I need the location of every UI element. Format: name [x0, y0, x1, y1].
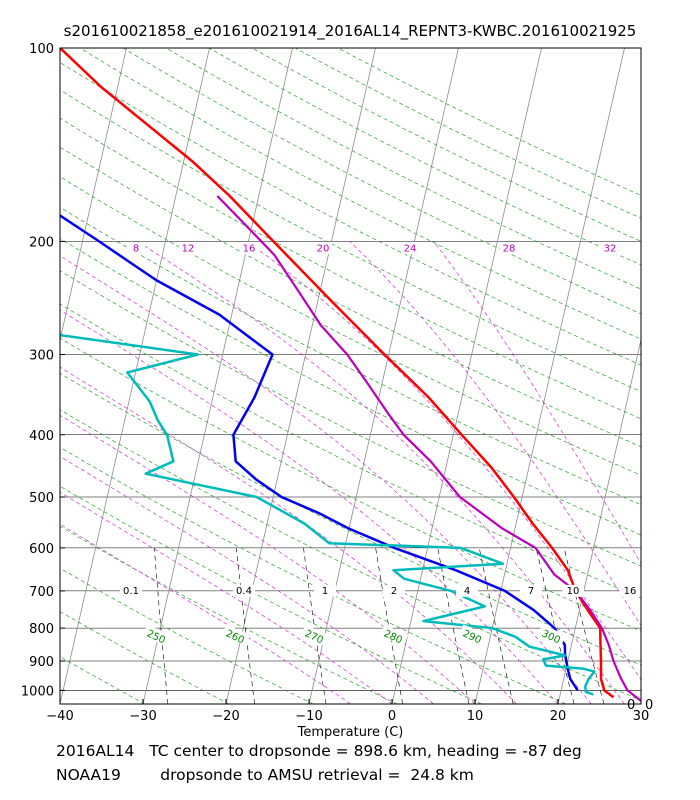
dry-adiabat-240 [60, 656, 145, 704]
isotherm--30 [142, 48, 293, 704]
y-tick-label-9: 1000 [21, 684, 54, 699]
moist-adiabat-label-2: 16 [243, 243, 256, 254]
mixing-ratio-7 [437, 547, 470, 704]
x-tick-label-6: 20 [550, 709, 567, 724]
series-3-line [216, 195, 641, 703]
x-tick-label-1: −30 [129, 709, 156, 724]
y-tick-label-3: 400 [29, 429, 54, 444]
x-tick-label-5: 10 [467, 709, 484, 724]
x-tick-label-4: 0 [388, 709, 396, 724]
mixing-ratio-10 [478, 547, 514, 704]
moist-adiabat-20 [60, 309, 559, 704]
dry-adiabat-400 [60, 89, 641, 393]
moist-adiabat-10 [60, 414, 476, 704]
moist-adiabat-label-6: 32 [604, 243, 617, 254]
moist-adiabat-32 [246, 241, 641, 681]
moist-adiabat-36 [349, 241, 641, 627]
x-tick-label-2: −20 [212, 709, 239, 724]
moist-adiabat-24 [60, 255, 592, 704]
corner-label-1: 0 [645, 698, 653, 713]
dry-adiabat-350 [60, 238, 641, 536]
isotherm--50 [60, 48, 127, 342]
caption-distance: 2016AL14 TC center to dropsonde = 898.6 … [56, 742, 582, 760]
dry-adiabat-390 [60, 117, 641, 420]
plot-area [0, 48, 641, 704]
corner-label-0: 0 [627, 698, 635, 713]
moist-adiabat-15 [60, 366, 517, 704]
chart-title: s201610021858_e201610021914_2016AL14_REP… [63, 22, 637, 40]
dry-adiabat-270 [60, 526, 398, 704]
moist-adiabat-label-4: 24 [404, 243, 417, 254]
series-2-line [60, 332, 596, 696]
mixing-ratio-label-2: 1 [322, 586, 328, 597]
y-tick-label-5: 600 [29, 542, 54, 557]
mixing-ratio-16 [535, 547, 575, 704]
dry-adiabat-460 [251, 48, 641, 242]
caption-retrieval: NOAA19 dropsonde to AMSU retrieval = 24.… [56, 766, 474, 784]
y-tick-label-2: 300 [29, 348, 54, 363]
dry-adiabat-310 [60, 372, 641, 666]
mixing-ratio-label-4: 4 [464, 586, 470, 597]
plot-frame [59, 47, 642, 705]
dry-adiabat-330 [60, 303, 641, 599]
x-tick-label-3: −10 [295, 709, 322, 724]
series-1-line [60, 214, 579, 692]
isotherm-0 [391, 48, 542, 704]
dry-adiabat-410 [60, 61, 641, 366]
dry-adiabat-360 [60, 206, 641, 506]
mixing-ratio-label-0: 0.1 [123, 586, 139, 597]
moist-adiabat-label-3: 20 [317, 243, 330, 254]
dry-adiabat-470 [294, 48, 641, 219]
isotherm-30 [640, 702, 641, 704]
mixing-ratio-label-1: 0.4 [236, 586, 252, 597]
isotherm-10 [474, 48, 625, 704]
dry-adiabat-450 [208, 48, 641, 266]
dry-adiabat-370 [60, 176, 641, 476]
y-tick-label-1: 200 [29, 235, 54, 250]
y-tick-label-0: 100 [29, 42, 54, 57]
isotherm--10 [308, 48, 459, 704]
dry-adiabat-320 [60, 337, 641, 632]
moist-adiabat-label-5: 28 [503, 243, 516, 254]
mixing-ratio-label-6: 10 [567, 586, 580, 597]
isotherm-20 [557, 337, 641, 704]
mixing-ratio-label-5: 7 [528, 586, 534, 597]
mixing-ratio-2 [303, 547, 327, 704]
x-tick-label-7: 30 [633, 709, 650, 724]
series-0-line [60, 48, 615, 699]
mixing-ratio-4 [375, 547, 403, 704]
moist-adiabat-5 [60, 455, 434, 704]
y-tick-label-6: 700 [29, 585, 54, 600]
dry-adiabat-440 [165, 48, 641, 290]
y-tick-label-8: 900 [29, 655, 54, 670]
dry-adiabat-280 [60, 485, 482, 704]
moist-adiabat-28 [137, 241, 625, 704]
x-tick-label-0: −40 [46, 709, 73, 724]
isotherm--40 [60, 48, 210, 704]
moist-adiabat--5 [60, 523, 351, 704]
dry-adiabat-260 [60, 567, 314, 704]
y-tick-label-7: 800 [29, 622, 54, 637]
dry-adiabat-250 [60, 611, 230, 704]
mixing-ratio-label-7: 16 [624, 586, 637, 597]
y-tick-label-4: 500 [29, 491, 54, 506]
mixing-ratio-label-3: 2 [391, 586, 397, 597]
dry-adiabat-340 [60, 270, 641, 567]
moist-adiabat-label-1: 12 [182, 243, 195, 254]
mixing-ratio-1 [235, 547, 255, 704]
x-axis-label: Temperature (C) [297, 725, 404, 740]
dry-adiabat-300 [60, 409, 641, 701]
moist-adiabat-40 [433, 241, 641, 565]
isotherm--60 [0, 48, 44, 704]
dry-adiabat-380 [60, 146, 641, 448]
moist-adiabat-label-0: 8 [133, 243, 139, 254]
